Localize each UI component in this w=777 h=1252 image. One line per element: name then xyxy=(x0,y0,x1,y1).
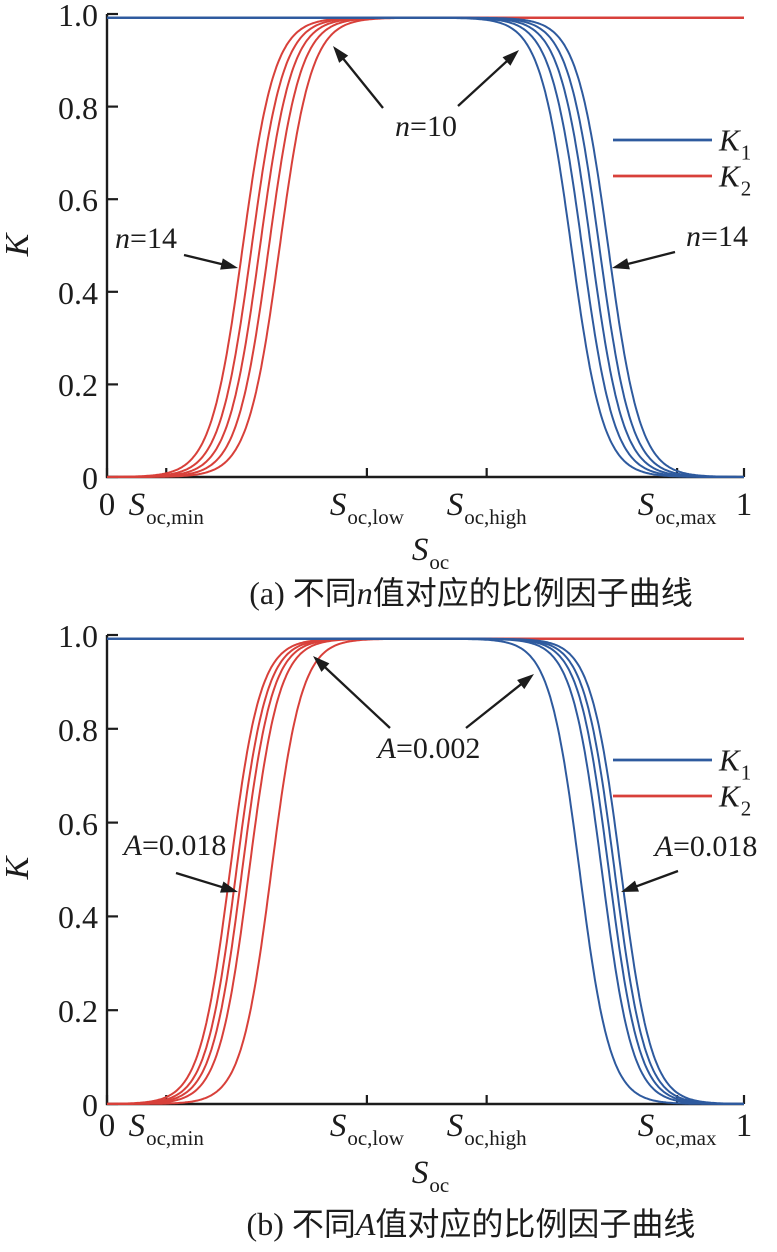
curve-k2-n-10 xyxy=(107,16,744,478)
x-tick-label: Soc,low xyxy=(329,1108,404,1150)
annotation-arrow xyxy=(321,664,391,729)
y-tick-label: 0.2 xyxy=(58,367,98,404)
annotation-arrowhead xyxy=(313,656,330,672)
caption-a: (a) 不同n值对应的比例因子曲线 xyxy=(249,575,693,611)
annotation-arrow xyxy=(175,871,226,890)
x-tick-label: Soc,max xyxy=(637,1108,717,1150)
curve-k2-A-0.018 xyxy=(106,637,744,1105)
curve-k2-n-14 xyxy=(107,16,744,478)
x-tick-label: 1 xyxy=(735,487,753,523)
annotation-n10: n=10 xyxy=(395,110,457,143)
curve-k1-n-11 xyxy=(107,16,744,478)
curve-k1-A-0.014 xyxy=(107,637,744,1105)
annotation-arrow xyxy=(183,253,226,267)
annotation-arrow xyxy=(624,250,676,266)
x-tick-label: 0 xyxy=(98,487,116,523)
y-tick-label: 0.6 xyxy=(58,182,98,219)
y-tick-label: 0.6 xyxy=(58,805,98,842)
curve-k2-n-13 xyxy=(107,16,744,478)
axes-a xyxy=(105,14,744,479)
annotation-n14: n=14 xyxy=(686,220,748,253)
curve-k2-A-0.002 xyxy=(107,637,744,1105)
legend-label-k1: K1 xyxy=(719,122,752,165)
annotation-A0.018: A=0.018 xyxy=(654,830,758,863)
annotation-arrowhead xyxy=(220,258,238,270)
x-tick-label: Soc,low xyxy=(329,487,404,529)
curve-k2-A-0.01 xyxy=(107,637,744,1105)
annotation-arrowhead xyxy=(612,258,630,270)
y-tick-label: 1.0 xyxy=(58,0,98,33)
curve-k1-n-10 xyxy=(107,16,744,478)
y-tick-label: 0.4 xyxy=(58,274,98,311)
x-tick-label: Soc,max xyxy=(637,487,717,529)
curve-k1-n-14 xyxy=(107,16,744,478)
x-tick-label: Soc,min xyxy=(128,1108,204,1150)
curve-k2-A-0.014 xyxy=(107,637,744,1105)
annotation-arrow xyxy=(465,681,525,729)
annotation-A0.018: A=0.018 xyxy=(123,829,227,862)
legend-label-k1: K1 xyxy=(719,742,752,785)
x-axis-title: Soc xyxy=(411,532,450,574)
curve-k1-A-0.01 xyxy=(107,637,744,1105)
curve-k1-A-0.018 xyxy=(107,637,745,1105)
curve-k1-n-12 xyxy=(107,16,744,478)
x-axis-title: Soc xyxy=(411,1155,450,1197)
annotation-arrowhead xyxy=(220,881,238,893)
x-tick-label: Soc,high xyxy=(446,487,527,529)
annotation-arrowhead xyxy=(621,880,639,892)
curve-k2-n-11 xyxy=(107,16,744,478)
annotation-arrowhead xyxy=(502,50,519,66)
y-tick-label: 0.8 xyxy=(58,89,98,126)
y-axis-title: K xyxy=(0,233,36,257)
legend-label-k2: K2 xyxy=(719,158,752,201)
axes-b xyxy=(105,635,744,1106)
caption-b: (b) 不同A值对应的比例因子曲线 xyxy=(246,1206,696,1242)
annotation-arrowhead xyxy=(517,674,534,690)
annotation-arrow xyxy=(632,869,679,889)
curve-k1-A-0.006 xyxy=(107,637,744,1105)
y-tick-label: 0 xyxy=(82,460,98,496)
y-tick-label: 0.2 xyxy=(58,993,98,1030)
annotation-n14: n=14 xyxy=(115,222,177,255)
x-tick-label: Soc,high xyxy=(446,1108,527,1150)
y-tick-label: 0.8 xyxy=(58,711,98,748)
curve-k1-A-0.002 xyxy=(107,637,744,1105)
y-tick-label: 1.0 xyxy=(58,618,98,654)
x-tick-label: Soc,min xyxy=(128,487,204,529)
curve-k2-n-12 xyxy=(107,16,744,478)
x-tick-label: 1 xyxy=(735,1108,753,1144)
x-tick-label: 0 xyxy=(98,1108,116,1144)
legend-label-k2: K2 xyxy=(719,778,752,821)
annotation-arrow xyxy=(457,57,511,107)
annotation-A0.002: A=0.002 xyxy=(377,732,481,765)
curve-k2-A-0.006 xyxy=(107,637,744,1105)
y-tick-label: 0.4 xyxy=(58,899,98,936)
curve-k1-n-13 xyxy=(107,16,744,478)
annotation-arrowhead xyxy=(333,46,349,63)
annotation-arrow xyxy=(340,55,384,109)
y-tick-label: 0 xyxy=(82,1087,98,1123)
y-axis-title: K xyxy=(0,856,36,880)
